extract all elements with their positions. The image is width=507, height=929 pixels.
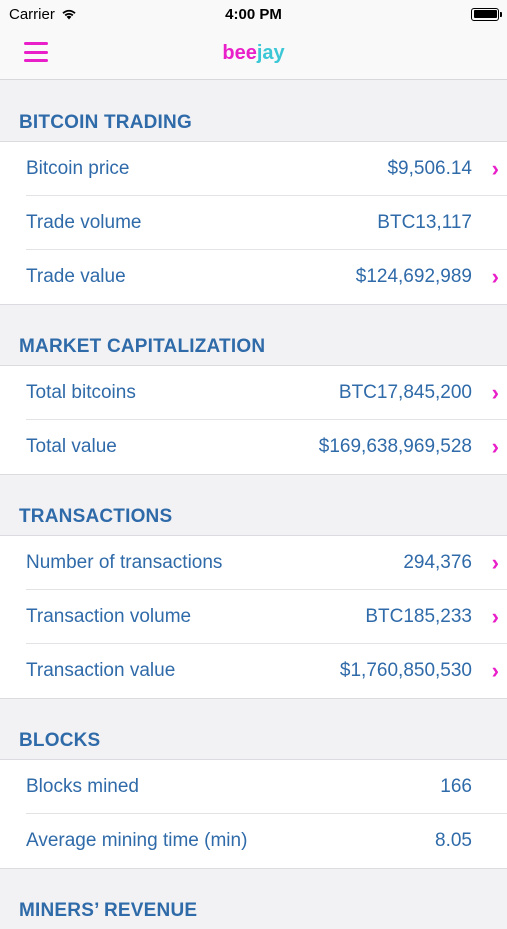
section-header-bitcoin-trading: BITCOIN TRADING — [19, 112, 192, 133]
chevron-right-icon: › — [491, 658, 499, 683]
chevron-right-icon: › — [491, 549, 499, 575]
section-bitcoin-trading: Bitcoin price $9,506.14 › Trade volume B… — [0, 141, 507, 305]
chevron-right-icon: › — [491, 155, 499, 181]
row-value-group: $9,506.14 › — [387, 155, 499, 181]
row-trade-value[interactable]: Trade value $124,692,989 › — [26, 250, 507, 304]
row-value-group: $124,692,989 › — [356, 266, 499, 288]
row-value: 8.05 — [435, 830, 472, 851]
row-value: 166 — [440, 775, 472, 797]
row-number-of-transactions[interactable]: Number of transactions 294,376 › — [26, 536, 507, 590]
row-value: 294,376 — [403, 551, 472, 573]
row-value-group: 294,376 › — [403, 549, 499, 575]
row-value: $9,506.14 — [387, 157, 472, 179]
row-label: Transaction volume — [26, 605, 192, 627]
menu-line — [24, 50, 48, 54]
battery-icon — [471, 7, 502, 21]
section-header-blocks: BLOCKS — [19, 730, 101, 751]
chevron-right-icon: › — [491, 264, 499, 289]
row-value: $124,692,989 — [355, 266, 472, 287]
row-label: Total value — [26, 436, 117, 457]
row-total-bitcoins[interactable]: Total bitcoins BTC17,845,200 › — [26, 366, 507, 420]
row-value-group: BTC13,117 › — [377, 212, 499, 234]
row-transaction-volume[interactable]: Transaction volume BTC185,233 › — [26, 590, 507, 644]
status-left: Carrier — [9, 6, 77, 23]
row-label: Bitcoin price — [26, 157, 130, 179]
row-value: BTC13,117 — [377, 211, 472, 233]
row-average-mining-time: Average mining time (min) 8.05 › — [26, 814, 507, 868]
row-value-group: BTC185,233 › — [365, 603, 499, 629]
row-label: Total bitcoins — [26, 381, 136, 403]
row-value-group: $169,638,969,528 › — [319, 436, 499, 458]
battery-fill — [473, 10, 497, 18]
section-header-miners-revenue: MINERS’ REVENUE — [19, 900, 198, 921]
section-header-transactions: TRANSACTIONS — [19, 506, 173, 527]
section-transactions: Number of transactions 294,376 › Transac… — [0, 535, 507, 699]
row-transaction-value[interactable]: Transaction value $1,760,850,530 › — [26, 644, 507, 698]
carrier-label: Carrier — [9, 5, 55, 23]
chevron-right-icon: › — [491, 434, 499, 459]
row-label: Transaction value — [26, 660, 176, 681]
menu-line — [24, 42, 48, 45]
row-bitcoin-price[interactable]: Bitcoin price $9,506.14 › — [26, 142, 507, 196]
app-title: beejay — [0, 42, 507, 65]
row-value-group: 166 › — [440, 776, 499, 798]
row-label: Trade value — [26, 266, 126, 287]
hamburger-menu-icon[interactable] — [22, 40, 50, 64]
menu-line — [24, 59, 48, 62]
row-total-value[interactable]: Total value $169,638,969,528 › — [26, 420, 507, 474]
row-value-group: BTC17,845,200 › — [338, 379, 499, 405]
chevron-right-icon: › — [491, 379, 499, 405]
brand-part-2: jay — [256, 42, 285, 64]
row-trade-volume: Trade volume BTC13,117 › — [26, 196, 507, 250]
row-value: BTC17,845,200 — [338, 381, 472, 403]
row-value: $1,760,850,530 — [339, 660, 472, 681]
section-market-capitalization: Total bitcoins BTC17,845,200 › Total val… — [0, 365, 507, 475]
row-value-group: 8.05 › — [435, 830, 499, 852]
row-blocks-mined: Blocks mined 166 › — [26, 760, 507, 814]
row-value: $169,638,969,528 — [318, 436, 472, 457]
stats-list[interactable]: BITCOIN TRADING Bitcoin price $9,506.14 … — [0, 81, 507, 929]
row-label: Blocks mined — [26, 775, 139, 797]
section-header-market-capitalization: MARKET CAPITALIZATION — [19, 336, 266, 357]
chevron-right-icon: › — [491, 603, 499, 629]
row-label: Average mining time (min) — [26, 830, 248, 851]
status-bar: Carrier 4:00 PM — [0, 0, 507, 28]
row-value: BTC185,233 — [365, 605, 472, 627]
wifi-icon — [62, 9, 76, 20]
brand-part-1: bee — [222, 42, 257, 64]
nav-bar: beejay — [0, 28, 507, 80]
row-label: Number of transactions — [26, 551, 223, 573]
row-value-group: $1,760,850,530 › — [340, 660, 499, 682]
section-blocks: Blocks mined 166 › Average mining time (… — [0, 759, 507, 869]
row-label: Trade volume — [26, 211, 142, 233]
